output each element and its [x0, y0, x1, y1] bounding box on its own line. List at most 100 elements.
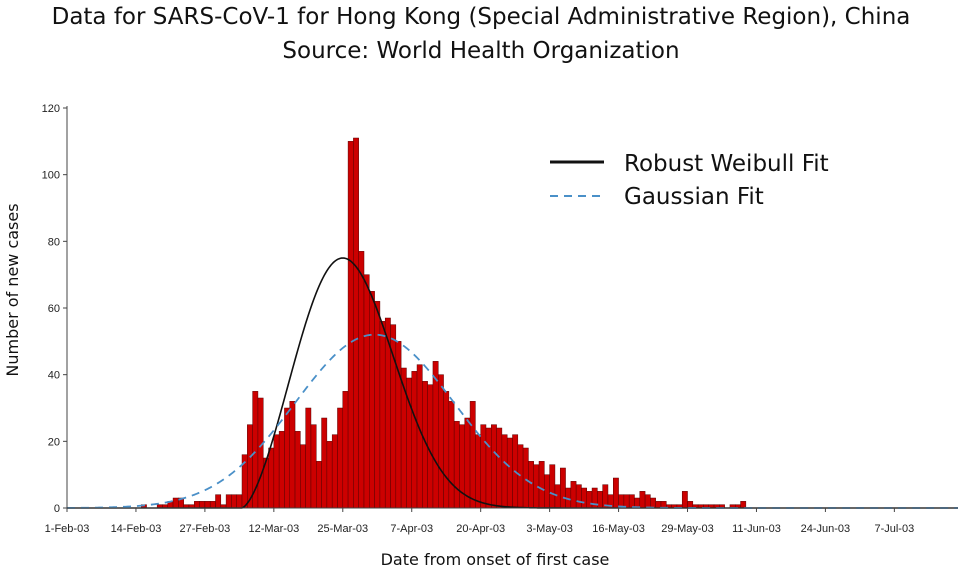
bar [581, 487, 588, 509]
tick-labels: 0 20 40 60 80 100 120 1-Feb-03 14-Feb-03 27-Feb-0… [42, 103, 915, 535]
bar [347, 141, 354, 509]
bar [411, 371, 418, 509]
x-tick-label: 12-Mar-03 [248, 523, 299, 535]
legend: Robust Weibull Fit Gaussian Fit [550, 151, 829, 210]
y-tick-label: 0 [54, 503, 60, 515]
bar [491, 424, 497, 509]
y-tick-label: 100 [42, 170, 60, 182]
x-tick-label: 24-Jun-03 [801, 523, 851, 535]
x-axis-label: Date from onset of first case [381, 550, 610, 569]
bar [602, 484, 609, 509]
bar [687, 501, 694, 509]
bar [544, 474, 550, 509]
bar [194, 501, 200, 509]
bar [459, 424, 466, 509]
bar [432, 361, 439, 509]
bar [496, 427, 503, 509]
bar [294, 431, 301, 509]
bar [225, 494, 232, 509]
bar [204, 501, 211, 509]
bar [300, 444, 306, 509]
bar [257, 397, 264, 509]
bar [231, 494, 237, 509]
x-tick-label: 11-Jun-03 [732, 523, 781, 535]
bar [310, 424, 317, 509]
bar [575, 484, 582, 509]
x-tick-label: 20-Apr-03 [456, 523, 505, 535]
bar [416, 364, 423, 509]
bar [559, 467, 566, 509]
bar [506, 437, 513, 509]
bar [740, 501, 747, 509]
legend-weibull-label: Robust Weibull Fit [624, 151, 829, 177]
bar [374, 301, 381, 509]
bar [538, 461, 545, 509]
bar [379, 321, 386, 509]
bar [469, 401, 476, 509]
bar [284, 407, 291, 509]
x-tick-label: 7-Apr-03 [390, 523, 433, 535]
bar [528, 461, 534, 509]
bar [273, 434, 280, 509]
bar [522, 447, 529, 509]
x-tick-label: 3-May-03 [526, 523, 572, 535]
bar [628, 494, 635, 509]
bar [485, 427, 492, 509]
chart-title: Data for SARS-CoV-1 for Hong Kong (Speci… [51, 4, 911, 30]
y-tick-label: 60 [48, 303, 60, 315]
bar [597, 491, 603, 509]
bar [517, 444, 524, 509]
y-tick-label: 20 [48, 436, 60, 448]
bar [650, 497, 656, 509]
bar [644, 494, 651, 509]
bar [289, 401, 296, 509]
bar [613, 477, 619, 509]
bar [448, 401, 455, 509]
bar [570, 481, 577, 509]
bar [363, 274, 370, 509]
x-tick-label: 7-Jul-03 [874, 523, 914, 535]
chart-subtitle: Source: World Health Organization [282, 38, 680, 64]
bar [199, 501, 206, 509]
bar [501, 434, 508, 509]
bar [321, 417, 328, 509]
bar [681, 491, 688, 509]
bar [326, 441, 333, 509]
bar [586, 491, 593, 509]
bar [215, 494, 222, 509]
y-axis-label: Number of new cases [3, 203, 22, 376]
bar [438, 374, 444, 509]
bar [236, 494, 243, 509]
y-tick-label: 80 [48, 236, 60, 248]
bar [549, 464, 556, 509]
bar [342, 391, 349, 509]
bar [453, 421, 460, 509]
bar [316, 461, 322, 509]
bar [475, 434, 481, 509]
bar [554, 484, 561, 509]
bar [639, 491, 646, 509]
bar [443, 391, 450, 509]
bar [305, 407, 312, 509]
x-tick-label: 1-Feb-03 [45, 523, 90, 535]
bar [427, 384, 434, 509]
bar [278, 431, 285, 509]
y-tick-label: 120 [42, 103, 60, 115]
x-tick-label: 14-Feb-03 [111, 523, 162, 535]
bar [268, 447, 275, 509]
bar [369, 291, 375, 509]
bar [337, 407, 344, 509]
bar [331, 434, 338, 509]
bar [209, 501, 216, 509]
x-tick-label: 27-Feb-03 [180, 523, 231, 535]
x-tick-label: 25-Mar-03 [317, 523, 368, 535]
x-tick-label: 29-May-03 [661, 523, 714, 535]
legend-gaussian-label: Gaussian Fit [624, 184, 764, 210]
x-tick-label: 16-May-03 [592, 523, 645, 535]
y-tick-label: 40 [48, 370, 60, 382]
bar [480, 424, 487, 509]
bar [358, 251, 365, 509]
bar [172, 497, 179, 509]
bar [353, 137, 359, 509]
